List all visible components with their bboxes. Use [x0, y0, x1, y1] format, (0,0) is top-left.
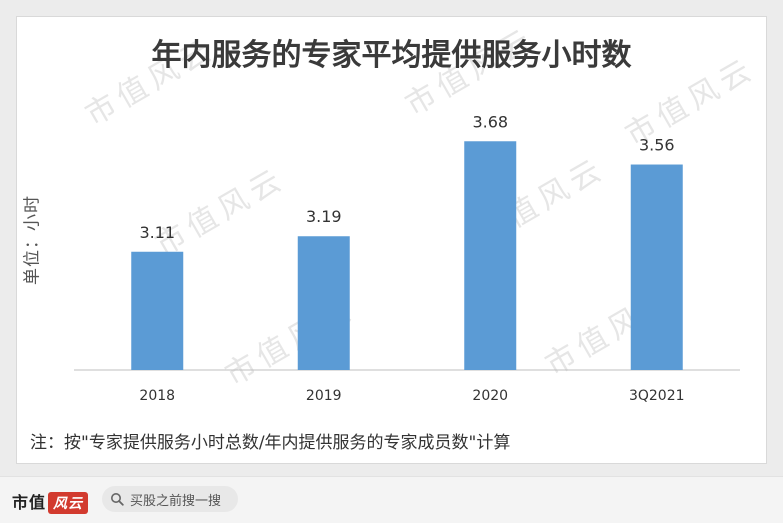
bars-group: 3.11 2018 3.19 2019 3.68 2020 3.56 3Q2021 [131, 112, 685, 404]
data-label-2020: 3.68 [472, 112, 508, 131]
bar-chart: 3.11 2018 3.19 2019 3.68 2020 3.56 3Q2021 [74, 112, 740, 404]
x-tick-label-2020: 2020 [472, 388, 508, 404]
x-tick-label-2018: 2018 [139, 388, 175, 404]
bar-2019 [297, 236, 350, 370]
chart-note: 注：按"专家提供服务小时总数/年内提供服务的专家成员数"计算 [30, 433, 511, 453]
x-tick-label-2019: 2019 [306, 388, 342, 404]
magnifier-icon [111, 493, 124, 506]
data-label-3Q2021: 3.56 [639, 136, 675, 155]
search-box[interactable]: 买股之前搜一搜 [102, 486, 238, 512]
data-label-2018: 3.11 [139, 223, 175, 242]
chart-title: 年内服务的专家平均提供服务小时数 [151, 38, 632, 73]
brand-logo[interactable]: 市值 风云 [12, 489, 89, 514]
brand-logo-badge: 风云 [48, 492, 89, 514]
bar-2018 [131, 251, 184, 370]
x-tick-label-3Q2021: 3Q2021 [629, 388, 685, 404]
search-placeholder: 买股之前搜一搜 [130, 493, 222, 509]
footer-bar: 市值 风云 买股之前搜一搜 [0, 476, 783, 523]
bar-3Q2021 [630, 164, 683, 370]
data-label-2019: 3.19 [306, 207, 342, 226]
brand-text: 市值 [12, 493, 47, 512]
bar-2020 [464, 141, 517, 370]
